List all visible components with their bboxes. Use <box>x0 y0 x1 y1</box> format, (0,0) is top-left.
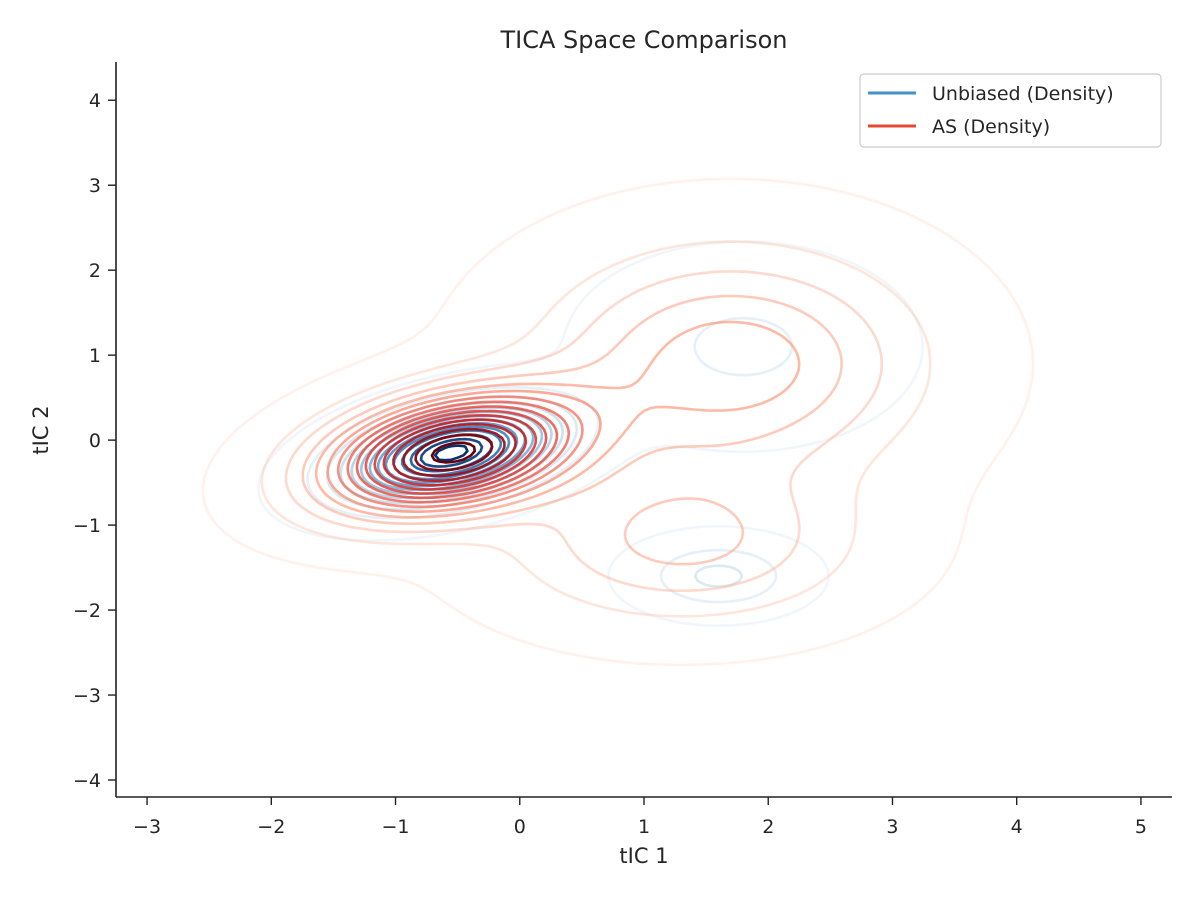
x-tick-label: 3 <box>886 816 898 838</box>
y-ticks: −4 −3 −2 −1 0 1 2 3 4 <box>73 90 116 792</box>
contour-line <box>326 389 602 513</box>
x-tick-label: −3 <box>133 816 161 838</box>
y-tick-label: 2 <box>89 260 101 282</box>
x-tick-label: 4 <box>1011 816 1023 838</box>
y-tick-label: −1 <box>73 515 101 537</box>
x-axis-label: tIC 1 <box>619 844 668 868</box>
y-tick-label: −2 <box>73 600 101 622</box>
contour-line <box>382 418 528 487</box>
contour-line <box>364 409 548 495</box>
contour-line <box>392 422 517 482</box>
x-tick-label: −1 <box>382 816 410 838</box>
legend-label-as: AS (Density) <box>932 116 1050 138</box>
y-tick-label: −4 <box>73 770 101 792</box>
contour-line <box>346 400 571 504</box>
x-tick-label: 0 <box>514 816 526 838</box>
contour-line <box>430 441 476 464</box>
contour-line <box>336 395 584 509</box>
chart-title: TICA Space Comparison <box>499 26 787 54</box>
x-ticks: −3 −2 −1 0 1 2 3 4 5 <box>133 797 1147 838</box>
contour-series-1 <box>201 177 1035 667</box>
legend: Unbiased (Density) AS (Density) <box>859 73 1162 148</box>
contour-line <box>257 240 924 627</box>
x-tick-label: 5 <box>1135 816 1147 838</box>
legend-label-unbiased: Unbiased (Density) <box>932 83 1114 105</box>
contour-line <box>433 444 469 462</box>
y-tick-label: 1 <box>89 345 101 367</box>
contour-line <box>355 405 559 500</box>
contour-line <box>284 270 883 592</box>
contour-line <box>414 433 494 472</box>
y-tick-label: 0 <box>89 430 101 452</box>
contour-line <box>419 437 484 468</box>
y-tick-label: 3 <box>89 175 101 197</box>
contour-line <box>201 177 1035 667</box>
legend-frame <box>859 73 1162 148</box>
contour-line <box>260 240 932 618</box>
y-tick-label: 4 <box>89 90 101 112</box>
contour-line <box>402 427 506 478</box>
contour-plot <box>201 177 1035 667</box>
y-axis-label: tIC 2 <box>29 405 53 454</box>
x-tick-label: 1 <box>638 816 650 838</box>
contour-line <box>301 294 843 566</box>
y-tick-label: −3 <box>73 685 101 707</box>
x-tick-label: −2 <box>257 816 285 838</box>
x-tick-label: 2 <box>762 816 774 838</box>
contour-line <box>373 414 538 491</box>
contour-line <box>314 320 801 519</box>
